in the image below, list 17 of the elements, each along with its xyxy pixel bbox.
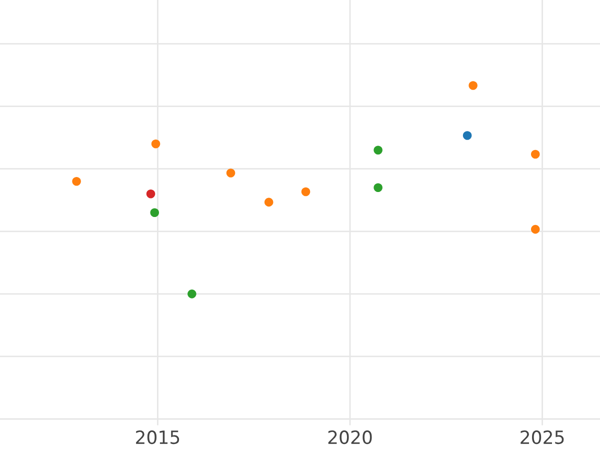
point [374, 183, 382, 192]
x-tick-label: 2020 [328, 430, 372, 444]
point [150, 208, 160, 218]
point [374, 146, 382, 154]
point [188, 290, 196, 298]
point [530, 224, 540, 234]
x-tick-label: 2015 [136, 430, 180, 444]
x-tick-label: 2025 [520, 430, 564, 444]
point [146, 189, 156, 198]
point [530, 150, 540, 159]
point [72, 176, 81, 186]
point [468, 81, 478, 90]
point [264, 198, 274, 207]
point [151, 139, 160, 148]
point [301, 187, 310, 196]
point [226, 168, 236, 178]
point [462, 131, 472, 140]
